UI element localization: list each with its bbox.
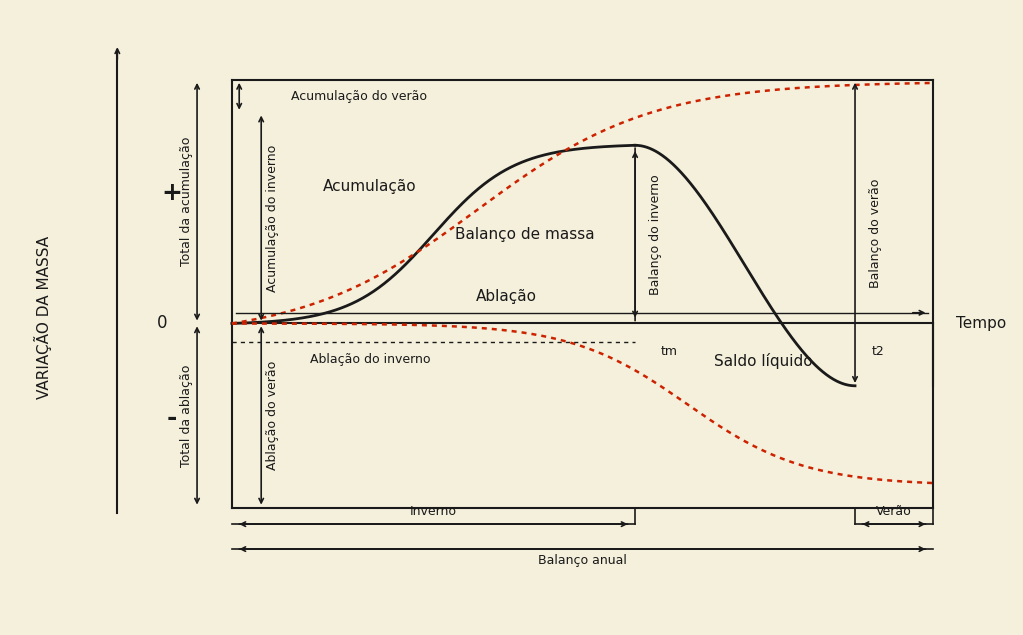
Text: Ablação do verão: Ablação do verão <box>266 361 278 470</box>
Text: Balanço anual: Balanço anual <box>538 554 627 567</box>
Text: Acumulação do inverno: Acumulação do inverno <box>266 144 278 291</box>
Text: Tempo: Tempo <box>955 316 1006 331</box>
Text: Verão: Verão <box>876 505 911 518</box>
Text: Total da ablação: Total da ablação <box>180 364 192 467</box>
Text: Acumulação do verão: Acumulação do verão <box>292 90 428 103</box>
Text: tm: tm <box>661 345 678 358</box>
Text: 0: 0 <box>158 314 168 333</box>
Text: Inverno: Inverno <box>410 505 457 518</box>
Text: Total da acumulação: Total da acumulação <box>180 137 192 267</box>
Text: Saldo líquido: Saldo líquido <box>714 352 812 368</box>
Text: +: + <box>162 181 183 205</box>
Text: Balanço de massa: Balanço de massa <box>455 227 595 242</box>
Text: Ablação: Ablação <box>477 289 537 304</box>
Text: t2: t2 <box>872 345 884 358</box>
Text: VARIAÇÃO DA MASSA: VARIAÇÃO DA MASSA <box>35 236 52 399</box>
Text: Acumulação: Acumulação <box>322 179 416 194</box>
Text: -: - <box>167 406 178 431</box>
Text: Balanço do inverno: Balanço do inverno <box>649 174 662 295</box>
Text: Ablação do inverno: Ablação do inverno <box>310 352 431 366</box>
Text: Balanço do verão: Balanço do verão <box>869 178 882 288</box>
